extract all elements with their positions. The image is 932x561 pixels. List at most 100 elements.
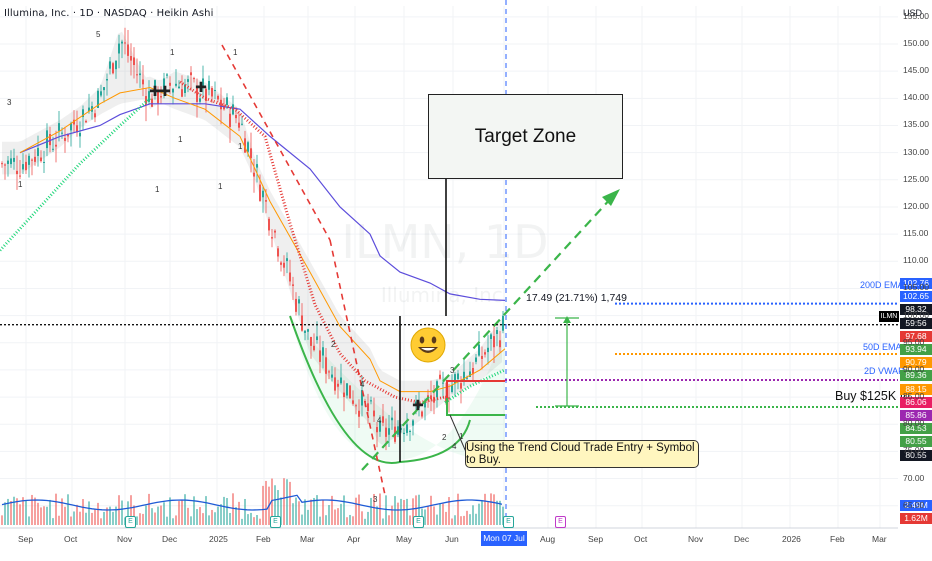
volume-bar — [496, 500, 498, 525]
volume-bar — [346, 517, 348, 525]
time-tick: Oct — [634, 534, 648, 544]
candle-body — [226, 97, 228, 105]
volume-bar — [382, 518, 384, 525]
volume-bar — [403, 500, 405, 525]
ema200-line — [19, 103, 506, 301]
target-zone-box[interactable]: Target Zone — [428, 94, 623, 179]
candle-body — [133, 57, 135, 66]
volume-bar — [244, 498, 246, 525]
candle-body — [373, 410, 375, 417]
volume-bar — [133, 505, 135, 525]
volume-bar — [217, 506, 219, 525]
candle-body — [484, 352, 486, 355]
candle-body — [346, 383, 348, 396]
earnings-marker-icon[interactable]: E — [503, 516, 514, 528]
candle-body — [382, 416, 384, 423]
volume-bar — [181, 499, 183, 525]
green-trend-line — [0, 97, 152, 252]
volume-bar — [439, 503, 441, 525]
time-tick: Feb — [830, 534, 845, 544]
volume-bar — [307, 509, 309, 525]
earnings-marker-icon[interactable]: E — [270, 516, 281, 528]
volume-bar — [103, 511, 105, 525]
time-tick: Oct — [64, 534, 78, 544]
volume-bar — [85, 512, 87, 525]
volume-bar — [463, 515, 465, 525]
earnings-marker-icon[interactable]: E — [413, 516, 424, 528]
candle-body — [76, 125, 78, 133]
candle-body — [472, 368, 474, 375]
price-badge: 80.55 — [900, 449, 932, 461]
symbol-badge: ILMN — [879, 311, 899, 322]
volume-bar — [163, 502, 165, 525]
candle-body — [202, 78, 204, 88]
volume-bar — [25, 500, 27, 525]
price-tick: 95.00 — [903, 336, 925, 347]
volume-bar — [331, 495, 333, 525]
volume-bar — [481, 500, 483, 525]
volume-bar — [349, 514, 351, 525]
volume-bar — [427, 505, 429, 525]
volume-bar — [325, 515, 327, 525]
price-tick: 110.00 — [903, 255, 929, 266]
candle-body — [7, 160, 9, 164]
wave-label: 3 — [373, 495, 378, 504]
volume-bar — [235, 507, 237, 525]
candle-body — [454, 374, 456, 384]
price-tick: 105.00 — [903, 282, 929, 293]
volume-bar — [121, 500, 123, 525]
earnings-marker-icon[interactable]: E — [555, 516, 566, 528]
candle-body — [79, 132, 81, 137]
date-badge[interactable]: Mon 07 Jul '25 — [481, 531, 527, 558]
volume-bar — [367, 511, 369, 525]
candle-body — [214, 90, 216, 92]
volume-bar — [166, 516, 168, 525]
callout-box[interactable]: Using the Trend Cloud Trade Entry + Symb… — [465, 440, 699, 468]
price-tick: 140.00 — [903, 92, 929, 103]
candle-body — [292, 284, 294, 286]
volume-bar — [10, 501, 12, 525]
candle-body — [304, 330, 306, 333]
volume-bar — [91, 512, 93, 525]
candle-body — [316, 336, 318, 341]
candle-body — [277, 248, 279, 257]
candle-body — [274, 230, 276, 233]
drawing-overlay: ✚✚ ✚✚ — [0, 0, 898, 528]
candle-body — [370, 400, 372, 402]
volume-bar — [334, 509, 336, 525]
volume-bar — [151, 508, 153, 525]
candle-body — [466, 377, 468, 379]
candle-body — [157, 90, 159, 104]
candle-body — [85, 120, 87, 123]
price-tick: 120.00 — [903, 200, 929, 211]
price-badge: 59:56 — [900, 317, 932, 329]
candle-body — [55, 144, 57, 147]
watermark-name: Illumina, Inc. — [381, 283, 509, 307]
candle-body — [421, 411, 423, 417]
candle-body — [97, 90, 99, 108]
volume-bar — [415, 495, 417, 525]
green-arc — [289, 315, 471, 464]
volume-bar — [190, 516, 192, 525]
candle-body — [334, 377, 336, 391]
volume-bar — [418, 494, 420, 525]
volume-bar — [316, 495, 318, 525]
price-badge: 86.06 — [900, 396, 932, 408]
candle-body — [253, 172, 255, 177]
volume-bar — [451, 518, 453, 525]
volume-bar — [214, 512, 216, 525]
candle-body — [175, 83, 177, 86]
candle-body — [181, 89, 183, 97]
candle-body — [442, 382, 444, 384]
volume-bar — [79, 511, 81, 525]
volume-bar — [178, 501, 180, 525]
volume-bar — [400, 498, 402, 525]
volume-bar — [139, 513, 141, 525]
candle-body — [295, 298, 297, 312]
volume-bar — [262, 485, 264, 525]
candle-body — [166, 74, 168, 76]
earnings-marker-icon[interactable]: E — [125, 516, 136, 528]
volume-bar — [172, 518, 174, 525]
volume-bar — [274, 485, 276, 525]
